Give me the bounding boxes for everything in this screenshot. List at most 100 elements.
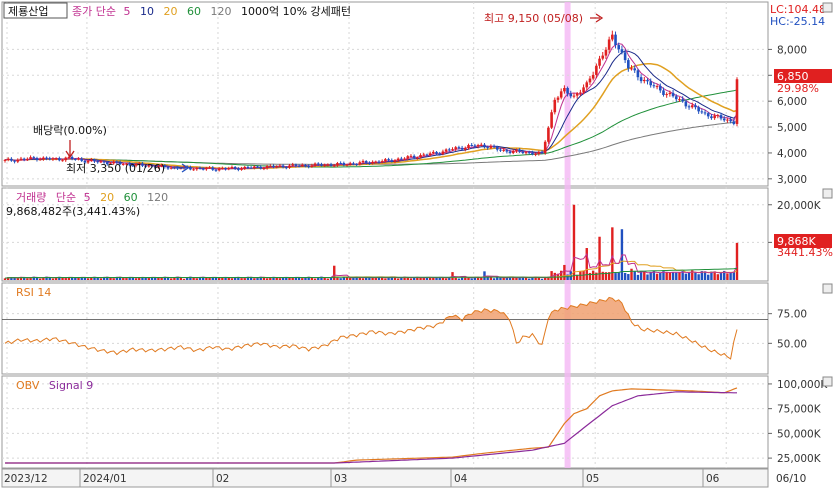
x-axis-label-3: 03 — [334, 473, 347, 485]
candle-body-159 — [511, 151, 515, 153]
candle-body-176 — [566, 87, 569, 94]
candle-body-138 — [444, 149, 448, 152]
candle-body-185 — [595, 65, 598, 75]
candle-body-161 — [518, 149, 521, 152]
candle-body-73 — [237, 168, 240, 170]
volume-bar-29 — [96, 277, 99, 280]
candle-body-190 — [611, 34, 614, 40]
candle-body-136 — [438, 153, 442, 155]
volume-bar-83 — [269, 277, 272, 280]
volume-bar-69 — [224, 277, 227, 280]
candle-body-43 — [141, 163, 144, 166]
volume-bar-54 — [176, 276, 179, 280]
volume-bar-71 — [230, 278, 234, 280]
candle-body-193 — [620, 49, 624, 53]
candle-body-114 — [368, 162, 371, 164]
volume-bar-79 — [256, 277, 259, 280]
candle-body-151 — [486, 146, 489, 148]
volume-bar-9 — [32, 276, 35, 280]
y-axis-labels: 3,0004,0005,0006,0007,0008,00010,000K20,… — [768, 44, 828, 465]
candle-body-223 — [716, 115, 720, 117]
volume-panel-toggle[interactable] — [822, 188, 833, 199]
candle-body-119 — [384, 159, 387, 162]
last-price-badge — [774, 69, 832, 83]
candle-body-74 — [240, 168, 243, 170]
volume-bar-109 — [352, 277, 355, 280]
x-axis-label-4: 04 — [454, 473, 468, 485]
candle-body-49 — [160, 165, 163, 167]
volume-bar-75 — [243, 278, 246, 280]
candle-body-220 — [706, 113, 710, 117]
volume-bar-165 — [531, 277, 534, 280]
candle-body-221 — [710, 116, 713, 119]
candle-body-25 — [83, 160, 87, 163]
candle-body-5 — [19, 158, 23, 160]
rsi-path — [4, 296, 738, 360]
obv-axis-label-2: 75,000K — [777, 404, 822, 416]
volume-bar-217 — [697, 274, 700, 280]
stock-name-box[interactable] — [3, 2, 68, 19]
candle-body-4 — [16, 159, 20, 162]
volume-bar-16 — [54, 277, 58, 280]
candle-body-75 — [243, 166, 247, 169]
candle-body-211 — [678, 99, 681, 101]
volume-bar-228 — [732, 271, 736, 280]
volume-bar-197 — [633, 271, 636, 280]
rsi-panel-toggle[interactable] — [822, 283, 833, 294]
candle-body-86 — [278, 165, 282, 167]
price-panel-toggle[interactable] — [822, 2, 833, 13]
volume-ma5-label: 5 — [84, 191, 91, 204]
candle-body-32 — [105, 162, 109, 165]
candle-body-142 — [457, 147, 461, 149]
candle-body-204 — [655, 86, 659, 88]
volume-bar-5 — [19, 276, 23, 280]
volume-bar-224 — [719, 272, 723, 280]
candle-body-36 — [118, 162, 122, 165]
price-panel-frame — [1, 1, 769, 187]
candle-body-132 — [425, 154, 429, 156]
candle-body-67 — [217, 168, 221, 171]
candle-body-186 — [598, 58, 601, 66]
volume-bar-214 — [687, 272, 691, 280]
volume-bar-199 — [639, 271, 643, 280]
volume-bar-70 — [227, 277, 230, 280]
volume-bar-136 — [438, 276, 441, 280]
volume-bar-182 — [585, 248, 588, 280]
volume-bar-33 — [109, 277, 112, 280]
candle-body-219 — [703, 112, 707, 114]
candle-body-7 — [26, 158, 29, 160]
candle-body-26 — [86, 160, 90, 163]
candle-body-59 — [192, 169, 195, 171]
candle-body-2 — [10, 158, 13, 161]
candle-body-33 — [109, 163, 112, 165]
candle-body-207 — [665, 94, 668, 96]
volume-last: 9,868K — [777, 235, 816, 248]
candle-body-83 — [269, 165, 272, 167]
volume-bar-77 — [249, 276, 253, 280]
candle-body-110 — [355, 164, 358, 166]
volume-bar-223 — [716, 274, 720, 280]
volume-bar-189 — [607, 272, 611, 280]
volume-legend: 거래량 단순 5 20 60 120 — [16, 191, 168, 204]
volume-ma60-label: 60 — [124, 191, 138, 204]
volume-bar-170 — [547, 276, 550, 280]
obv-panel-toggle[interactable] — [822, 376, 833, 387]
volume-title: 거래량 — [16, 191, 46, 204]
candle-body-55 — [179, 168, 183, 170]
candle-body-12 — [42, 157, 45, 160]
candle-body-102 — [329, 164, 333, 166]
volume-bar-41 — [134, 278, 138, 280]
candle-body-8 — [29, 157, 32, 159]
candle-body-63 — [205, 167, 208, 170]
stock-name[interactable]: 제룡산업 — [8, 5, 48, 18]
candle-body-111 — [358, 162, 362, 165]
volume-bar-66 — [214, 277, 218, 280]
candle-body-217 — [697, 107, 700, 112]
candle-body-66 — [214, 169, 218, 171]
volume-bar-53 — [173, 277, 176, 280]
candle-body-0 — [3, 159, 7, 161]
obv-axis-label-3: 100,000K — [777, 379, 828, 391]
volume-bar-190 — [611, 227, 614, 280]
pattern-label: 1000억 10% 강세패턴 — [241, 5, 351, 18]
